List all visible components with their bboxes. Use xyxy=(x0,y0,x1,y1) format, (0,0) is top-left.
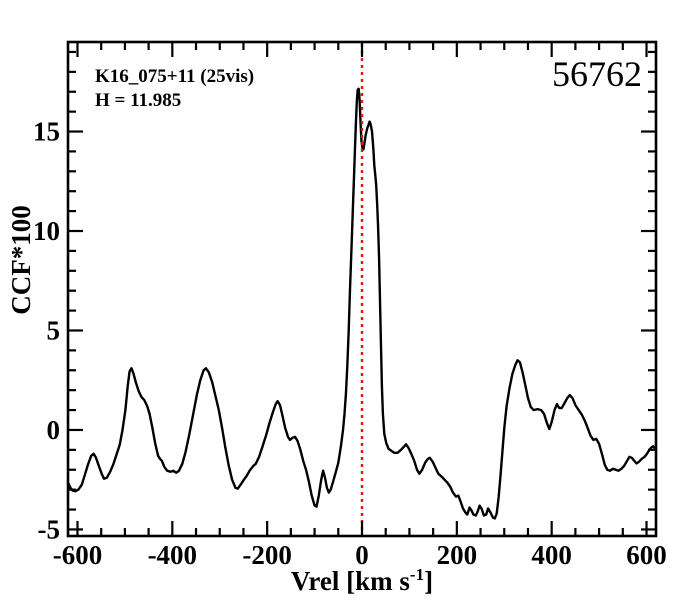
y-axis-title: CCF*100 xyxy=(6,205,36,315)
y-tick-label: 10 xyxy=(33,216,60,246)
y-tick-label: 15 xyxy=(33,117,60,147)
y-tick-label: 5 xyxy=(47,315,61,345)
x-tick-label: 600 xyxy=(626,540,667,570)
x-tick-label: 0 xyxy=(355,540,369,570)
plot-border xyxy=(66,40,658,538)
y-tick-label: -5 xyxy=(38,514,61,544)
x-tick-label: -400 xyxy=(148,540,198,570)
object-id: 56762 xyxy=(552,54,642,94)
x-tick-label: -200 xyxy=(242,540,292,570)
x-tick-label: 200 xyxy=(437,540,478,570)
axis-tick-labels: -600 -400 -200 0 200 400 600 -5 0 5 10 15 xyxy=(33,117,667,570)
magnitude-annotation: H = 11.985 xyxy=(95,90,181,111)
field-annotation: K16_075+11 (25vis) xyxy=(95,66,254,87)
y-tick-label: 0 xyxy=(47,415,61,445)
x-tick-label: 400 xyxy=(531,540,572,570)
axis-ticks xyxy=(69,43,655,535)
x-axis-title: Vrel [km s-1] xyxy=(291,565,433,596)
ccf-curve xyxy=(66,87,658,520)
x-tick-label: -600 xyxy=(53,540,103,570)
